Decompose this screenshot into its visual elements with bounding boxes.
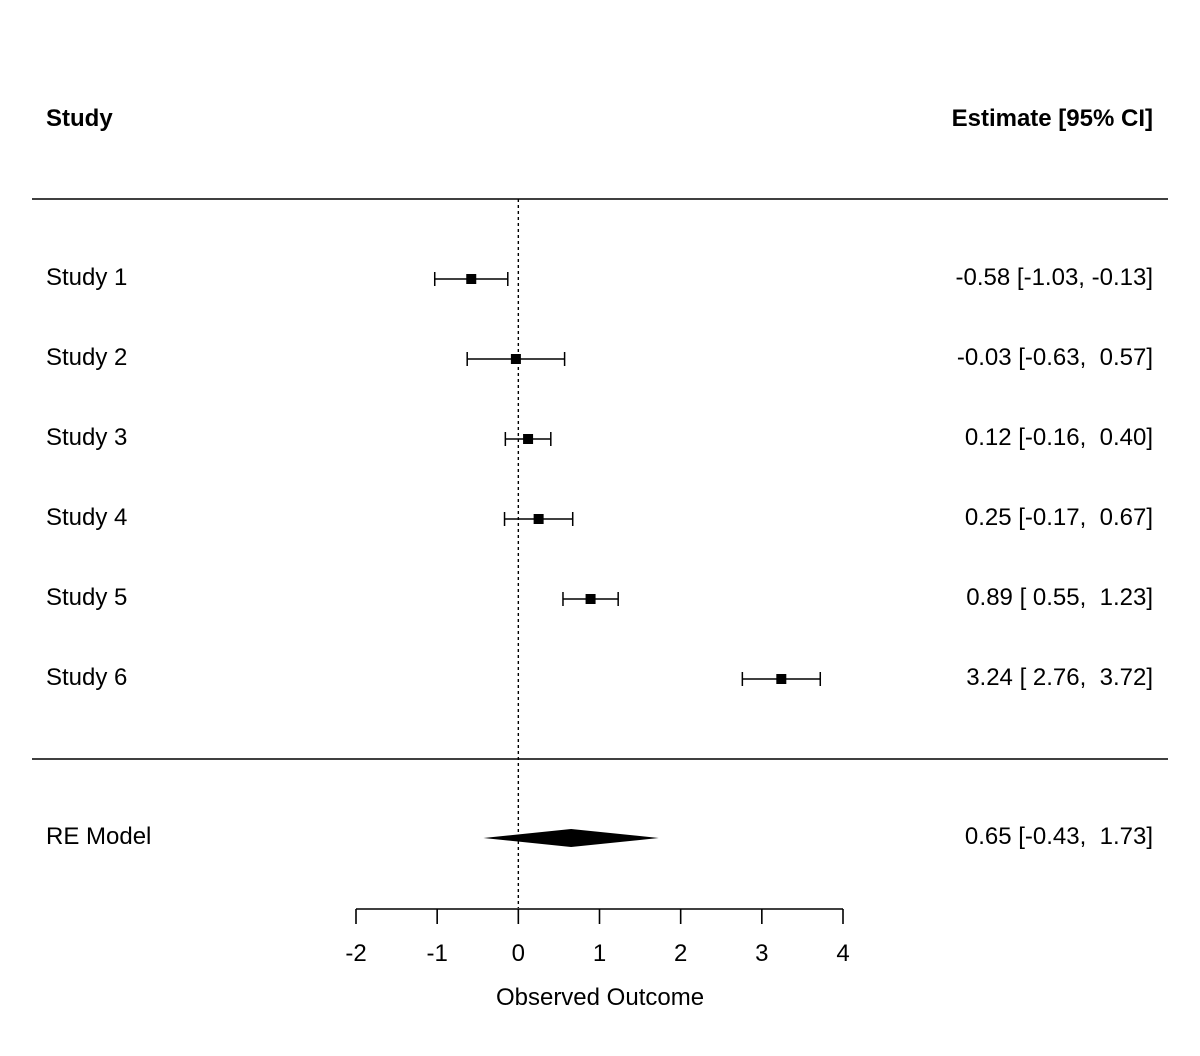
point-estimate bbox=[776, 674, 787, 684]
x-axis-label: Observed Outcome bbox=[496, 984, 704, 1011]
header-estimate: Estimate [95% CI] bbox=[952, 105, 1153, 132]
point-estimate bbox=[523, 434, 534, 444]
x-tick-label: -1 bbox=[426, 940, 447, 967]
estimate-label: 0.25 [-0.17, 0.67] bbox=[965, 504, 1153, 531]
estimate-label: -0.58 [-1.03, -0.13] bbox=[956, 264, 1153, 291]
estimate-label: 0.12 [-0.16, 0.40] bbox=[965, 424, 1153, 451]
x-tick-label: 2 bbox=[674, 940, 687, 967]
x-tick-label: 4 bbox=[836, 940, 849, 967]
study-label: Study 2 bbox=[46, 344, 127, 371]
study-label: Study 1 bbox=[46, 264, 127, 291]
x-tick-label: -2 bbox=[345, 940, 366, 967]
point-estimate bbox=[466, 274, 477, 284]
study-row: Study 2 -0.03 [-0.63, 0.57] bbox=[46, 344, 1153, 371]
study-row: Study 6 3.24 [ 2.76, 3.72] bbox=[46, 664, 1153, 691]
study-label: Study 6 bbox=[46, 664, 127, 691]
study-label: Study 5 bbox=[46, 584, 127, 611]
summary-label: RE Model bbox=[46, 823, 151, 850]
study-row: Study 3 0.12 [-0.16, 0.40] bbox=[46, 424, 1153, 451]
study-label: Study 4 bbox=[46, 504, 127, 531]
estimate-label: 3.24 [ 2.76, 3.72] bbox=[966, 664, 1153, 691]
study-label: Study 3 bbox=[46, 424, 127, 451]
x-tick-label: 0 bbox=[512, 940, 525, 967]
study-row: Study 4 0.25 [-0.17, 0.67] bbox=[46, 504, 1153, 531]
estimate-label: 0.89 [ 0.55, 1.23] bbox=[966, 584, 1153, 611]
x-tick-label: 3 bbox=[755, 940, 768, 967]
x-axis: -2 -1 0 1 2 3 4 bbox=[345, 908, 850, 967]
point-estimate bbox=[533, 514, 544, 524]
header-study: Study bbox=[46, 105, 113, 132]
study-rows: Study 1 -0.58 [-1.03, -0.13] Study 2 -0.03 … bbox=[46, 264, 1153, 691]
estimate-label: -0.03 [-0.63, 0.57] bbox=[957, 344, 1153, 371]
summary-estimate-label: 0.65 [-0.43, 1.73] bbox=[965, 823, 1153, 850]
study-row: Study 5 0.89 [ 0.55, 1.23] bbox=[46, 584, 1153, 611]
study-row: Study 1 -0.58 [-1.03, -0.13] bbox=[46, 264, 1153, 291]
summary-row: RE Model 0.65 [-0.43, 1.73] bbox=[46, 823, 1153, 850]
x-tick-label: 1 bbox=[593, 940, 606, 967]
point-estimate bbox=[510, 354, 521, 364]
summary-diamond bbox=[483, 829, 659, 847]
point-estimate bbox=[585, 594, 596, 604]
